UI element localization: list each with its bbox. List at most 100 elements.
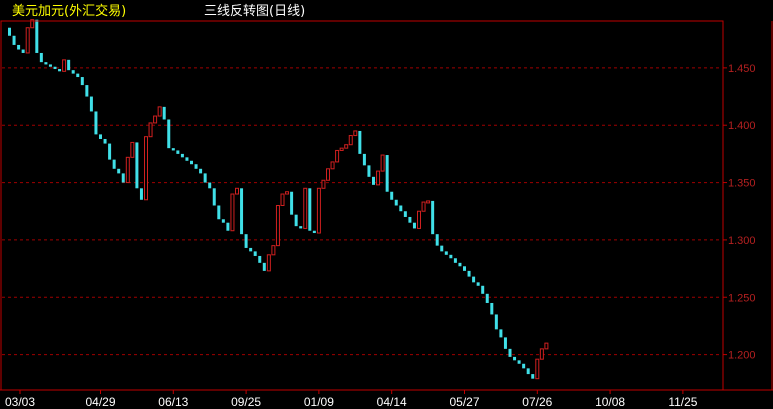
x-tick-label: 04/14 xyxy=(377,395,407,409)
down-brick xyxy=(67,59,71,71)
down-brick xyxy=(508,348,512,357)
down-brick xyxy=(199,168,203,174)
down-brick xyxy=(58,69,62,72)
up-brick xyxy=(330,161,335,170)
down-brick xyxy=(217,205,221,220)
down-brick xyxy=(481,285,485,294)
up-brick xyxy=(230,193,235,232)
y-tick-label: 1.200 xyxy=(728,350,756,362)
down-brick xyxy=(290,191,294,215)
down-brick xyxy=(112,159,116,169)
y-tick-label: 1.250 xyxy=(728,292,756,304)
down-brick xyxy=(531,374,535,379)
up-brick xyxy=(271,245,276,256)
down-brick xyxy=(244,234,248,248)
down-brick xyxy=(403,211,407,217)
y-tick-label: 1.450 xyxy=(728,63,756,75)
down-brick xyxy=(513,356,517,361)
up-brick xyxy=(335,149,340,163)
up-brick xyxy=(157,106,162,117)
x-tick-label: 03/03 xyxy=(5,395,35,409)
up-brick xyxy=(130,141,135,158)
up-brick xyxy=(321,179,326,189)
up-brick xyxy=(266,254,271,272)
up-brick xyxy=(303,187,308,229)
x-tick-label: 06/13 xyxy=(158,395,188,409)
down-brick xyxy=(440,245,444,252)
down-brick xyxy=(408,216,412,223)
down-brick xyxy=(99,134,102,139)
down-brick xyxy=(494,314,498,330)
y-tick-label: 1.400 xyxy=(728,120,756,132)
up-brick xyxy=(275,205,280,247)
y-tick-label: 1.300 xyxy=(728,235,756,247)
up-brick xyxy=(316,187,321,234)
down-brick xyxy=(176,150,180,154)
up-brick xyxy=(153,115,158,124)
down-brick xyxy=(358,130,362,154)
down-brick xyxy=(221,219,225,223)
down-brick xyxy=(180,153,184,158)
down-brick xyxy=(44,62,48,65)
down-brick xyxy=(499,329,503,338)
down-brick xyxy=(449,254,453,259)
up-brick xyxy=(125,156,130,184)
down-brick xyxy=(203,173,207,183)
down-brick xyxy=(467,270,471,277)
down-brick xyxy=(262,262,266,271)
down-brick xyxy=(503,337,507,349)
down-brick xyxy=(390,191,394,200)
down-brick xyxy=(76,73,80,78)
down-brick xyxy=(253,251,257,256)
y-tick-label: 1.350 xyxy=(728,178,756,190)
down-brick xyxy=(372,176,375,185)
down-brick xyxy=(362,153,366,166)
down-brick xyxy=(522,363,526,369)
down-brick xyxy=(453,258,457,263)
chart-name: 三线反转图(日线) xyxy=(204,4,305,19)
down-brick xyxy=(71,70,75,74)
down-brick xyxy=(463,266,466,271)
up-brick xyxy=(148,122,153,138)
down-brick xyxy=(312,230,316,234)
down-brick xyxy=(208,182,212,189)
down-brick xyxy=(476,282,480,286)
down-brick xyxy=(435,234,439,246)
down-brick xyxy=(412,222,416,229)
down-brick xyxy=(394,199,398,206)
up-brick xyxy=(535,358,540,380)
up-brick xyxy=(539,348,544,360)
up-brick xyxy=(144,136,148,201)
down-brick xyxy=(80,77,84,86)
brick-series xyxy=(8,19,549,380)
down-brick xyxy=(444,251,448,255)
down-brick xyxy=(53,66,57,70)
down-brick xyxy=(39,52,43,63)
y-axis-ticks: 1.200 1.250 1.300 1.350 1.400 1.450 xyxy=(723,63,756,362)
up-brick xyxy=(62,59,67,72)
down-brick xyxy=(48,64,52,67)
down-brick xyxy=(162,106,166,120)
down-brick xyxy=(89,96,93,112)
down-brick xyxy=(135,142,139,189)
x-tick-label: 09/25 xyxy=(231,395,261,409)
up-brick xyxy=(326,168,330,181)
down-brick xyxy=(139,188,143,200)
up-brick xyxy=(339,147,344,151)
down-brick xyxy=(167,119,171,149)
x-tick-label: 11/25 xyxy=(668,395,697,409)
down-brick xyxy=(385,155,389,192)
up-brick xyxy=(376,170,381,186)
up-brick xyxy=(25,27,30,54)
up-brick xyxy=(544,342,549,350)
down-brick xyxy=(121,173,125,183)
up-brick xyxy=(421,201,426,212)
down-brick xyxy=(185,157,189,161)
down-brick xyxy=(85,85,89,97)
down-brick xyxy=(249,247,253,252)
down-brick xyxy=(171,148,175,151)
up-brick xyxy=(235,187,239,195)
down-brick xyxy=(17,44,21,50)
